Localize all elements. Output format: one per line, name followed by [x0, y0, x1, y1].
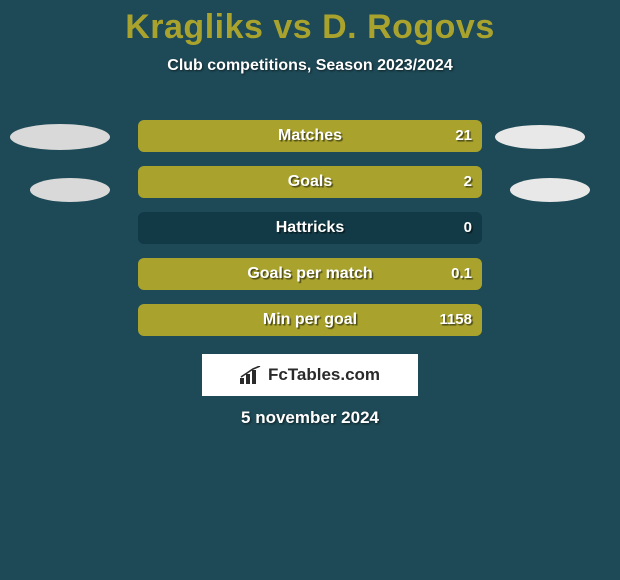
stat-row: Hattricks 0	[138, 212, 482, 244]
date-text: 5 november 2024	[0, 408, 620, 428]
page-title: Kragliks vs D. Rogovs	[0, 0, 620, 47]
brand-text: FcTables.com	[268, 365, 380, 385]
stat-label: Min per goal	[138, 304, 482, 336]
team-marker-right-2	[510, 178, 590, 202]
stat-row: Matches 21	[138, 120, 482, 152]
team-marker-left-1	[10, 124, 110, 150]
comparison-card: Kragliks vs D. Rogovs Club competitions,…	[0, 0, 620, 580]
stat-label: Hattricks	[138, 212, 482, 244]
stat-label: Matches	[138, 120, 482, 152]
stat-value-right: 2	[464, 166, 472, 198]
stats-list: Matches 21 Goals 2 Hattricks 0 Goals per…	[138, 120, 482, 350]
stat-value-right: 0.1	[451, 258, 472, 290]
stat-row: Goals 2	[138, 166, 482, 198]
bar-chart-icon	[240, 366, 262, 384]
stat-value-right: 21	[455, 120, 472, 152]
stat-row: Goals per match 0.1	[138, 258, 482, 290]
stat-row: Min per goal 1158	[138, 304, 482, 336]
team-marker-left-2	[30, 178, 110, 202]
stat-value-right: 0	[464, 212, 472, 244]
brand-badge: FcTables.com	[202, 354, 418, 396]
subtitle: Club competitions, Season 2023/2024	[0, 57, 620, 75]
stat-label: Goals	[138, 166, 482, 198]
stat-label: Goals per match	[138, 258, 482, 290]
team-marker-right-1	[495, 125, 585, 149]
stat-value-right: 1158	[439, 304, 472, 336]
